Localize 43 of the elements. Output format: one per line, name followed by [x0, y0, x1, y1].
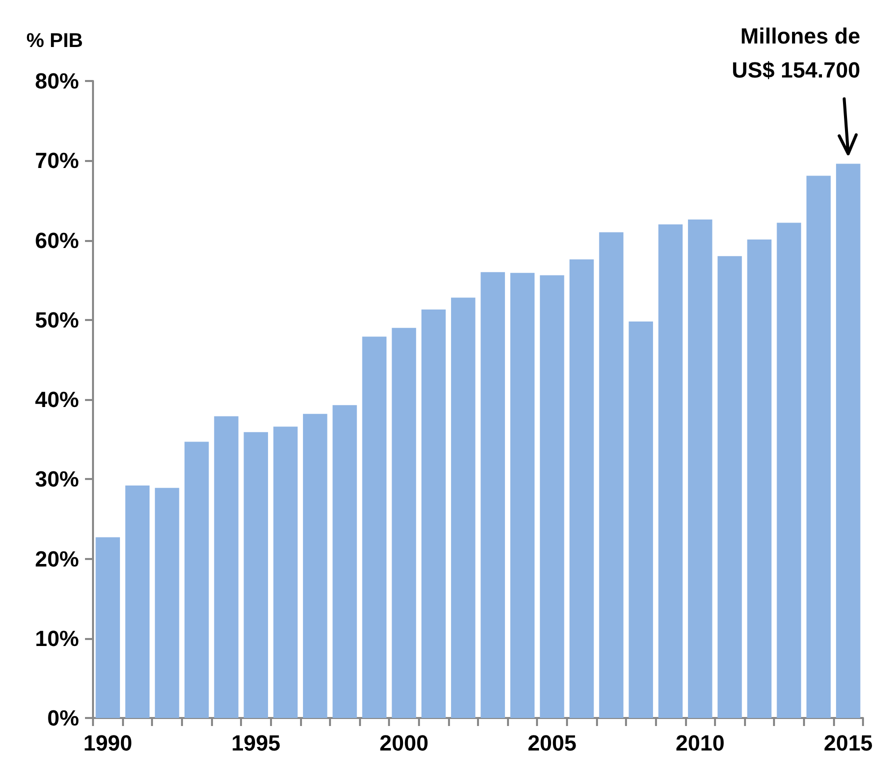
- bar: [362, 336, 386, 718]
- bar: [392, 328, 416, 718]
- bar: [570, 259, 594, 718]
- y-tick-label: 40%: [34, 387, 79, 412]
- bar: [718, 256, 742, 718]
- bar: [480, 272, 505, 718]
- bar: [599, 232, 624, 718]
- bar: [451, 298, 476, 718]
- y-tick-label: 0%: [47, 706, 79, 730]
- annotation: Millones de US$ 154.700: [732, 23, 860, 82]
- bar: [510, 272, 535, 718]
- y-tick-label: 30%: [34, 466, 79, 492]
- x-tick-label: 2000: [379, 730, 428, 756]
- bar: [776, 222, 802, 718]
- y-tick-label: 10%: [34, 626, 79, 651]
- bar: [836, 164, 860, 718]
- x-tick-label: 2005: [528, 730, 577, 756]
- bar: [332, 405, 357, 718]
- bar: [540, 275, 564, 718]
- bar: [658, 224, 683, 718]
- bar: [184, 442, 209, 718]
- y-tick-label: 70%: [34, 148, 79, 174]
- bar: [214, 416, 238, 718]
- bar: [688, 220, 712, 718]
- x-tick-label: 1990: [83, 730, 132, 756]
- x-tick-label: 1995: [231, 730, 280, 756]
- x-tick-label: 2010: [676, 730, 725, 756]
- y-tick-label: 50%: [34, 307, 79, 332]
- bar: [96, 537, 120, 718]
- y-tick-label: 20%: [34, 546, 79, 572]
- bar: [806, 176, 831, 718]
- bar: [628, 321, 654, 718]
- bar: [302, 414, 328, 718]
- bar: [244, 432, 268, 718]
- x-tick-label: 2015: [824, 730, 873, 756]
- bar: [273, 426, 298, 718]
- y-tick-label: 80%: [34, 68, 79, 94]
- bar: [747, 239, 772, 718]
- bar: [125, 485, 150, 718]
- y-axis-title: % PIB: [26, 30, 83, 52]
- bar: [421, 310, 446, 718]
- bar: [154, 488, 180, 718]
- y-tick-label: 60%: [34, 228, 79, 253]
